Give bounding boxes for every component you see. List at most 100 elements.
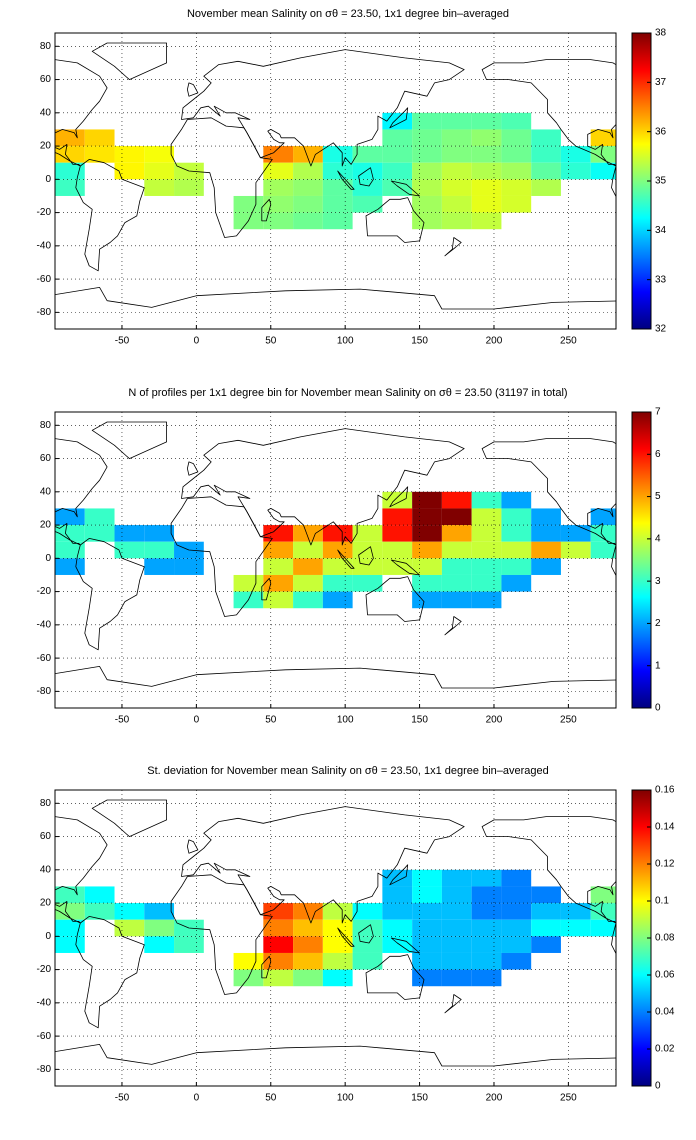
data-cell: [352, 919, 383, 937]
y-tick-label: 0: [45, 931, 51, 942]
data-cell: [501, 558, 532, 575]
colorbar-tick-label: 37: [655, 77, 667, 88]
y-tick-label: 40: [40, 107, 52, 118]
x-tick-label: 0: [194, 336, 200, 347]
x-tick-label: 0: [194, 1093, 200, 1104]
coastline: [261, 955, 272, 979]
coastline: [170, 496, 273, 617]
data-cell: [263, 162, 294, 180]
data-cell: [590, 508, 616, 526]
data-cell: [382, 903, 413, 920]
data-cell: [382, 129, 413, 147]
data-cell: [590, 525, 616, 542]
x-tick-label: 50: [265, 1093, 277, 1104]
data-cell: [144, 541, 175, 559]
coastline: [91, 421, 168, 460]
data-cell: [293, 574, 323, 592]
coastline: [55, 666, 616, 689]
data-cell: [55, 541, 85, 559]
data-cell: [114, 903, 145, 920]
data-cell: [560, 162, 591, 180]
coastline: [55, 1044, 616, 1067]
data-cell: [501, 146, 532, 163]
data-cell: [55, 525, 85, 542]
data-cell: [531, 919, 561, 937]
colorbar-tick-label: 0.06: [655, 970, 675, 981]
data-cell: [501, 886, 532, 904]
y-tick-label: 20: [40, 520, 52, 531]
data-cell: [531, 525, 561, 542]
data-cell: [293, 162, 323, 180]
data-cell: [501, 179, 532, 196]
data-cell: [382, 886, 413, 904]
coastline: [75, 158, 145, 272]
data-cell: [55, 146, 85, 163]
data-cell: [441, 936, 472, 953]
data-cell: [441, 525, 472, 542]
data-cell: [412, 508, 442, 526]
data-cell: [174, 936, 204, 953]
data-cell: [144, 146, 175, 163]
coastline: [390, 559, 421, 576]
data-cell: [412, 162, 442, 180]
data-cell: [471, 919, 502, 937]
data-cell: [590, 919, 616, 937]
data-cell: [322, 525, 353, 542]
x-tick-label: 0: [194, 715, 200, 726]
data-cell: [412, 919, 442, 937]
coastline: [181, 49, 465, 167]
data-cell: [471, 952, 502, 970]
data-cell: [531, 179, 561, 196]
data-cell: [471, 162, 502, 180]
y-tick-label: 60: [40, 831, 52, 842]
data-cell: [55, 179, 85, 196]
data-cell: [441, 112, 472, 130]
coastline: [55, 438, 108, 546]
data-cell: [471, 179, 502, 196]
data-cell: [441, 574, 472, 592]
x-tick-label: 250: [560, 336, 577, 347]
data-cell: [531, 129, 561, 147]
x-tick-label: 50: [265, 336, 277, 347]
colorbar-tick-label: 1: [655, 660, 661, 671]
colorbar-tick-label: 5: [655, 491, 661, 502]
data-cell: [144, 903, 175, 920]
data-cell: [441, 212, 472, 230]
data-cell: [441, 129, 472, 147]
coastline: [389, 107, 409, 129]
colorbar-tick-label: 36: [655, 126, 667, 137]
colorbar: [632, 33, 651, 329]
data-cell: [531, 146, 561, 163]
data-cell: [471, 558, 502, 575]
colorbar-tick-label: 2: [655, 618, 661, 629]
y-tick-label: -20: [37, 207, 52, 218]
data-cell: [412, 212, 442, 230]
data-cell: [560, 919, 591, 937]
y-tick-label: 60: [40, 74, 52, 85]
data-cell: [531, 508, 561, 526]
x-tick-label: 250: [560, 715, 577, 726]
colorbar-tick-label: 6: [655, 449, 661, 460]
colorbar-tick-label: 35: [655, 176, 667, 187]
colorbar-tick-label: 34: [655, 225, 667, 236]
coastline: [181, 806, 465, 924]
data-cell: [322, 936, 353, 953]
y-tick-label: -80: [37, 686, 52, 697]
data-cell: [293, 195, 323, 213]
data-cell: [501, 195, 532, 213]
data-cell: [233, 195, 264, 213]
data-cell: [263, 558, 294, 575]
data-cell: [263, 146, 294, 163]
colorbar-tick-label: 38: [655, 28, 667, 39]
y-tick-label: 80: [40, 420, 52, 431]
data-cell: [382, 936, 413, 953]
data-cell: [501, 162, 532, 180]
data-cell: [590, 886, 616, 904]
y-tick-label: -40: [37, 240, 52, 251]
data-cell: [293, 969, 323, 987]
coastline: [170, 117, 273, 238]
data-cell: [55, 903, 85, 920]
data-cell: [322, 195, 353, 213]
data-cell: [293, 525, 323, 542]
